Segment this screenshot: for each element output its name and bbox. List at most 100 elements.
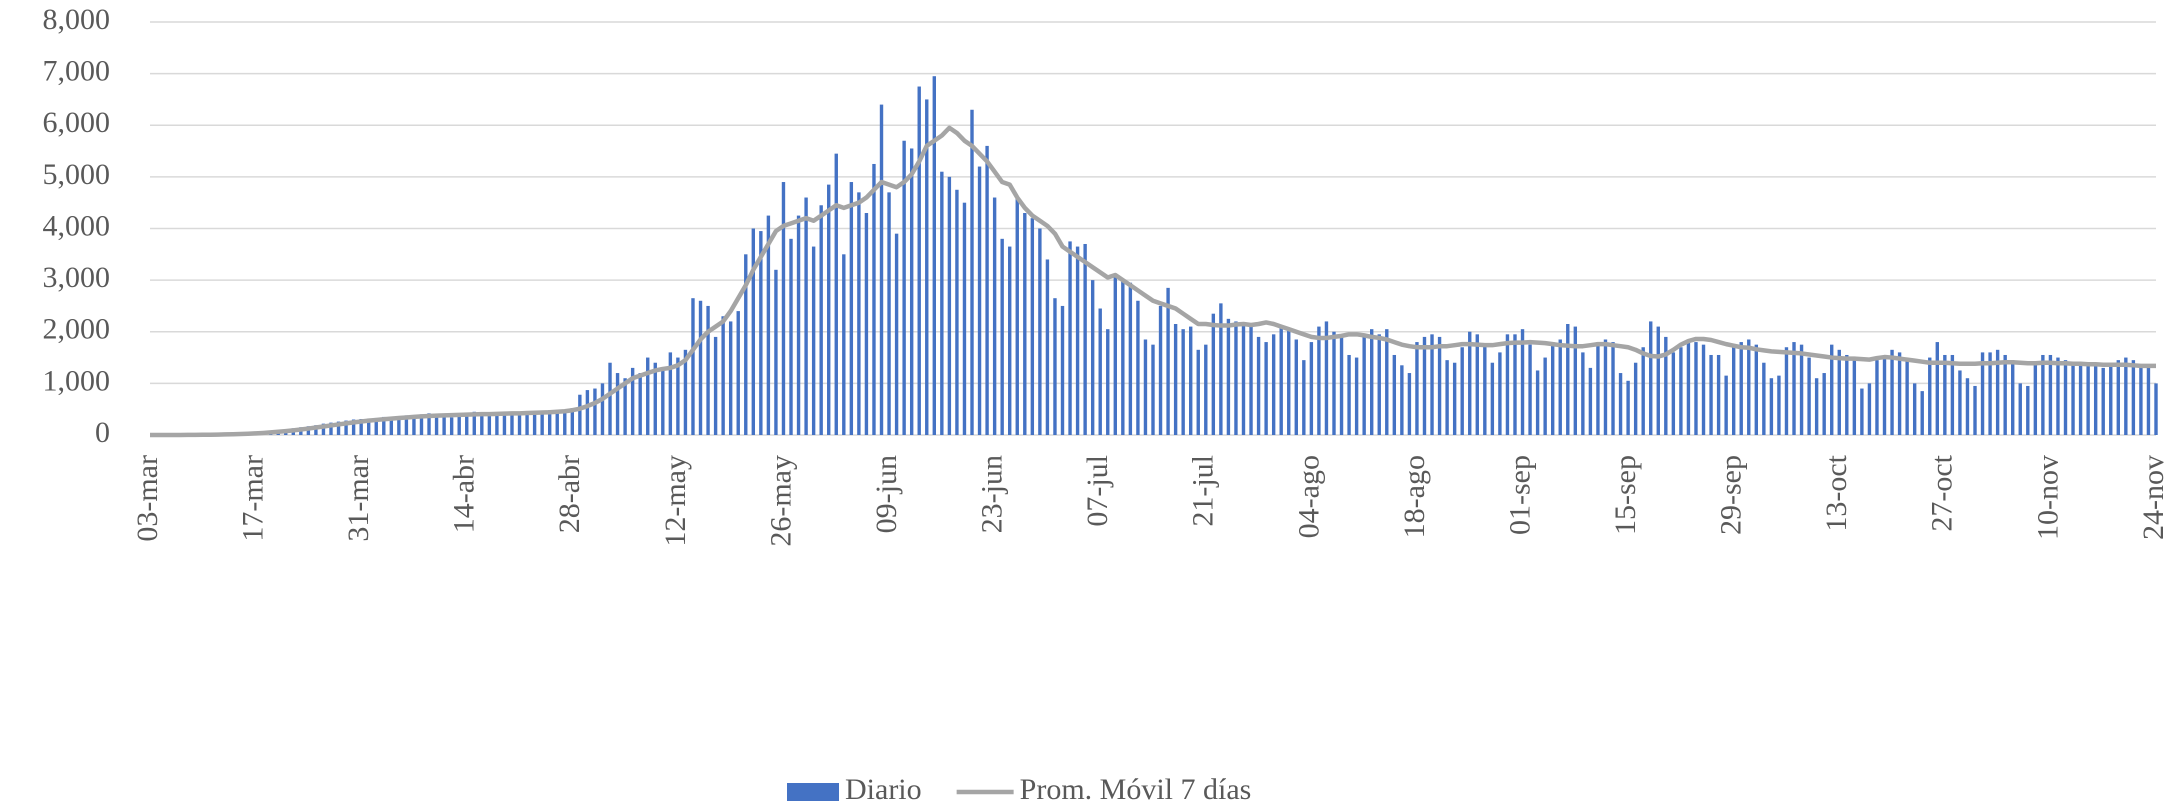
bar bbox=[887, 192, 891, 435]
bar bbox=[502, 412, 507, 435]
bar bbox=[314, 425, 318, 435]
bar bbox=[1701, 344, 1706, 435]
bar bbox=[992, 197, 997, 435]
bar bbox=[1852, 357, 1857, 435]
bar bbox=[683, 349, 688, 435]
bar bbox=[1075, 246, 1080, 435]
bar bbox=[412, 415, 416, 435]
bar bbox=[1294, 339, 1298, 435]
bar bbox=[1716, 354, 1721, 435]
x-tick-label: 03-mar bbox=[131, 455, 164, 542]
bar bbox=[1950, 354, 1955, 435]
bar bbox=[1905, 360, 1909, 435]
bar bbox=[382, 416, 386, 435]
bar bbox=[547, 410, 552, 435]
bar bbox=[925, 99, 929, 435]
bar bbox=[1867, 383, 1872, 435]
bar bbox=[638, 373, 642, 435]
bar bbox=[1995, 349, 2000, 435]
bar bbox=[1151, 344, 1155, 435]
y-tick-label: 8,000 bbox=[43, 3, 111, 36]
x-tick-label: 21-jul bbox=[1187, 455, 1220, 527]
bar bbox=[1641, 347, 1645, 435]
bar bbox=[1241, 324, 1246, 435]
bar bbox=[1370, 329, 1374, 435]
x-tick-label: 13-oct bbox=[1820, 454, 1853, 531]
bar bbox=[1626, 380, 1630, 435]
bar bbox=[1324, 321, 1329, 435]
bar bbox=[1928, 357, 1932, 435]
bar bbox=[1347, 354, 1351, 435]
bar bbox=[1875, 360, 1879, 435]
bar bbox=[2078, 365, 2083, 435]
bar bbox=[1189, 326, 1193, 435]
bar bbox=[1309, 342, 1314, 435]
bar bbox=[389, 417, 394, 435]
legend-label: Diario bbox=[845, 773, 922, 806]
bar bbox=[329, 422, 333, 435]
bar bbox=[374, 417, 378, 435]
bar bbox=[1339, 334, 1344, 435]
bar bbox=[1837, 349, 1841, 435]
legend-swatch bbox=[787, 783, 839, 801]
bar bbox=[1581, 352, 1585, 435]
bar bbox=[1400, 365, 1404, 435]
bar bbox=[1332, 331, 1336, 435]
bar bbox=[1083, 243, 1087, 435]
bar bbox=[653, 362, 657, 435]
bar bbox=[2011, 360, 2015, 435]
bar bbox=[1483, 344, 1487, 435]
bar bbox=[1490, 362, 1495, 435]
bar bbox=[555, 412, 559, 435]
bar bbox=[909, 148, 914, 435]
y-tick-label: 0 bbox=[95, 416, 110, 449]
bar bbox=[1528, 344, 1532, 435]
bar bbox=[2018, 383, 2022, 435]
bar bbox=[585, 390, 590, 435]
bar bbox=[894, 233, 899, 435]
bar bbox=[1573, 326, 1578, 435]
bar bbox=[1694, 342, 1698, 435]
bar bbox=[1090, 280, 1095, 435]
bar bbox=[646, 357, 650, 435]
bar bbox=[1762, 362, 1766, 435]
bar bbox=[872, 163, 876, 435]
bar bbox=[879, 104, 884, 435]
bar bbox=[2116, 360, 2120, 435]
bar bbox=[849, 182, 854, 435]
bar bbox=[1407, 373, 1412, 435]
bar bbox=[1460, 347, 1464, 435]
bar bbox=[1769, 378, 1774, 435]
bar bbox=[1136, 300, 1140, 435]
bar bbox=[1777, 375, 1781, 435]
bar bbox=[563, 411, 567, 435]
bar bbox=[623, 378, 627, 435]
bar bbox=[344, 420, 348, 435]
bar bbox=[706, 305, 710, 435]
bar bbox=[1121, 280, 1125, 435]
bar bbox=[796, 215, 801, 435]
x-tick-label: 14-abr bbox=[448, 455, 481, 533]
bar bbox=[1038, 228, 1042, 435]
x-tick-label: 23-jun bbox=[976, 455, 1009, 533]
bar bbox=[1452, 362, 1457, 435]
bar bbox=[367, 418, 371, 435]
bar bbox=[781, 182, 786, 435]
bar bbox=[2033, 362, 2038, 435]
bar bbox=[1158, 305, 1163, 435]
bar bbox=[1060, 305, 1065, 435]
bar bbox=[1943, 354, 1947, 435]
bar bbox=[321, 423, 326, 435]
bar bbox=[540, 410, 544, 435]
bar bbox=[600, 383, 605, 435]
bar bbox=[2131, 360, 2136, 435]
x-tick-label: 27-oct bbox=[1926, 454, 1959, 531]
bar bbox=[2154, 383, 2158, 435]
bar bbox=[917, 86, 921, 435]
bar bbox=[1671, 352, 1676, 435]
bar bbox=[661, 367, 665, 435]
bar bbox=[1302, 360, 1306, 435]
bar bbox=[698, 300, 703, 435]
bar bbox=[2093, 365, 2098, 435]
